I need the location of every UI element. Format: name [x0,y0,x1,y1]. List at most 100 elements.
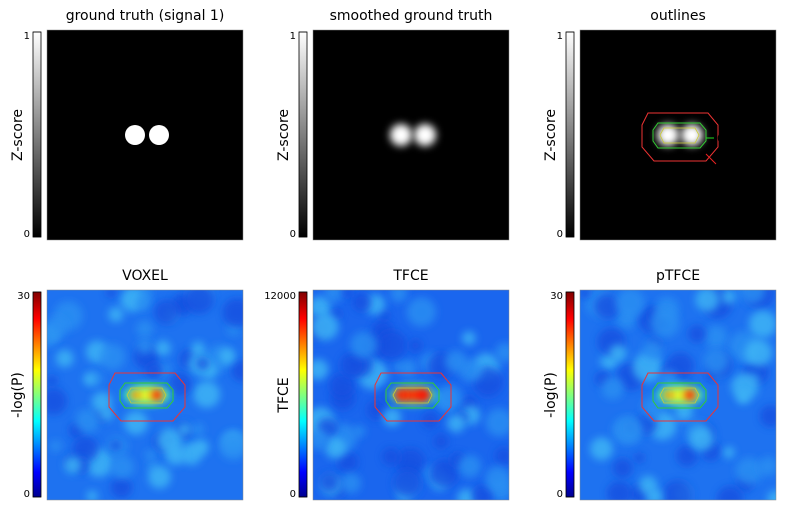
image-frame [579,289,777,501]
noise-blob [472,485,493,500]
annotation: 0.1 [717,132,736,146]
noise-blob [91,391,113,413]
noise-blob [695,290,720,312]
noise-blob [676,444,698,467]
noise-blob [484,465,509,492]
outline-01 [119,382,174,409]
colorbar-tick-label: 0 [24,489,30,500]
noise-blob [75,408,100,434]
noise-blob [430,459,459,488]
colorbar-label: TFCE [276,377,292,413]
noise-blob [703,348,729,374]
noise-blob [55,349,74,368]
colorbar-label: Z-score [10,109,26,161]
noise-blob [392,468,422,498]
noise-blob [495,342,509,363]
noise-blob [324,437,346,459]
noise-blob [735,457,763,485]
outline-inner [126,387,167,404]
noise-blob [340,472,361,494]
noise-blob [689,426,714,452]
noise-blob [184,290,214,314]
noise-blob [376,330,407,360]
colorbar-label: -log(P) [543,372,559,418]
signal-blob [390,124,412,146]
colorbar-tick-label: 0 [290,489,296,500]
panel-title: ground truth (signal 1) [66,8,225,24]
noise-blob [145,362,163,380]
noise-blob [219,432,243,461]
colorbar [565,291,575,498]
noise-blob [580,290,591,299]
noise-blob [590,437,613,461]
noise-blob [110,455,135,479]
noise-blob [494,447,509,466]
noise-blob [313,296,332,319]
noise-blob [339,352,366,378]
noise-blob [615,290,645,318]
noise-blob [767,490,776,500]
signal-blob [681,124,703,146]
noise-blob [144,449,157,461]
noise-blob [136,320,153,338]
annotation-leader [705,153,717,165]
noise-blob [675,403,694,422]
noise-blob [650,307,680,338]
noise-blob [731,373,759,401]
noise-blob [136,337,153,354]
colorbar [298,291,308,498]
noise-blob [381,447,400,466]
noise-blob [688,325,706,343]
noise-blob [219,348,236,365]
outline-01 [652,122,707,149]
heatmap-image [580,30,776,240]
outline-001 [108,372,186,422]
signal-blob [149,125,169,145]
panel-title: outlines [650,8,706,24]
panel-title: smoothed ground truth [330,8,493,24]
colorbar-tick-label: 0 [557,229,563,240]
image-frame [46,289,244,501]
colorbar-label: Z-score [543,109,559,161]
signal-peak [665,392,671,398]
outline-inner [659,387,700,404]
colorbar-tick-label: 1 [557,31,563,42]
noise-blob [86,490,98,500]
noise-blob [736,391,750,405]
noise-blob [632,352,663,383]
signal-peak [685,390,695,400]
colorbar-tick-label: 1 [24,31,30,42]
noise-blob [105,290,117,298]
image-frame [312,29,510,241]
noise-blob [313,430,329,451]
noise-blob [723,446,735,459]
noise-blob [721,290,737,305]
noise-blob [350,331,378,359]
colorbar-tick-label: 30 [550,291,563,302]
panel-title: TFCE [392,268,428,284]
noise-blob [759,405,776,428]
colorbar-tick-label: 0 [557,489,563,500]
noise-blob [319,472,339,492]
noise-blob [148,465,171,489]
noise-blob [617,416,644,443]
noise-blob [447,414,466,433]
noise-blob [462,331,476,346]
noise-blob [190,341,206,357]
heatmap-image [580,290,776,500]
signal-peak [396,390,406,400]
outline-001 [641,372,719,422]
signal-peak [132,392,138,398]
noise-blob [704,325,728,349]
noise-blob [594,293,621,320]
noise-blob [406,297,437,327]
noise-blob [108,307,124,322]
noise-blob [196,357,210,370]
noise-blob [99,343,126,370]
noise-blob [155,340,171,356]
noise-blob [110,439,122,451]
heatmap-image [313,290,509,500]
outline-01 [652,382,707,409]
noise-blob [47,387,67,415]
noise-blob [193,380,221,408]
